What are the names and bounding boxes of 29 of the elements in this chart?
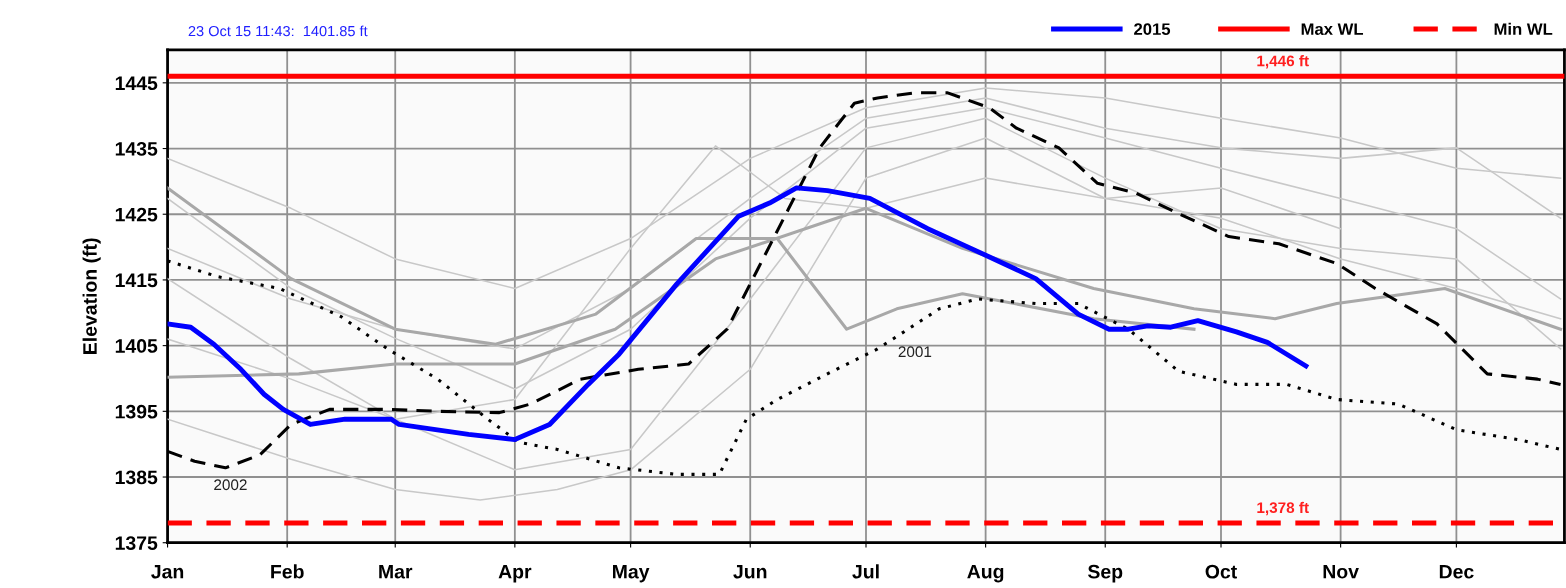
legend-label: Max WL xyxy=(1301,23,1364,36)
x-tick-label: Jul xyxy=(852,564,879,579)
legend-label: 2015 xyxy=(1134,23,1171,36)
y-tick-label: 1425 xyxy=(115,207,158,222)
x-tick-label: Dec xyxy=(1439,564,1474,579)
x-tick-label: Oct xyxy=(1205,564,1237,579)
y-tick-label: 1445 xyxy=(115,76,158,91)
annotation: 1,446 ft xyxy=(1257,55,1309,69)
x-tick-label: Aug xyxy=(967,564,1004,583)
annotation: 2001 xyxy=(898,346,932,358)
y-tick-label: 1405 xyxy=(115,339,158,353)
x-tick-label: Mar xyxy=(379,564,413,579)
text: 23 Oct 15 11:43: 1401.85 ft xyxy=(188,25,368,37)
y-tick-label: 1375 xyxy=(115,536,158,550)
y-tick-label: 1395 xyxy=(115,404,158,419)
y-tick-label: 1385 xyxy=(115,470,158,485)
x-tick-label: Jan xyxy=(151,564,184,579)
x-tick-label: Sep xyxy=(1087,564,1123,583)
y-axis-title: Elevation (ft) xyxy=(82,238,101,354)
annotation: 1,378 ft xyxy=(1257,501,1309,516)
annotation: 2002 xyxy=(214,479,247,491)
x-tick-label: May xyxy=(613,564,650,583)
x-tick-label: Apr xyxy=(498,564,532,583)
x-tick-label: Jun xyxy=(733,564,767,579)
y-tick-label: 1415 xyxy=(115,273,158,288)
y-tick-label: 1435 xyxy=(115,142,158,156)
legend-label: Min WL xyxy=(1494,22,1553,35)
x-tick-label: Feb xyxy=(271,564,304,579)
x-tick-label: Nov xyxy=(1323,564,1359,579)
